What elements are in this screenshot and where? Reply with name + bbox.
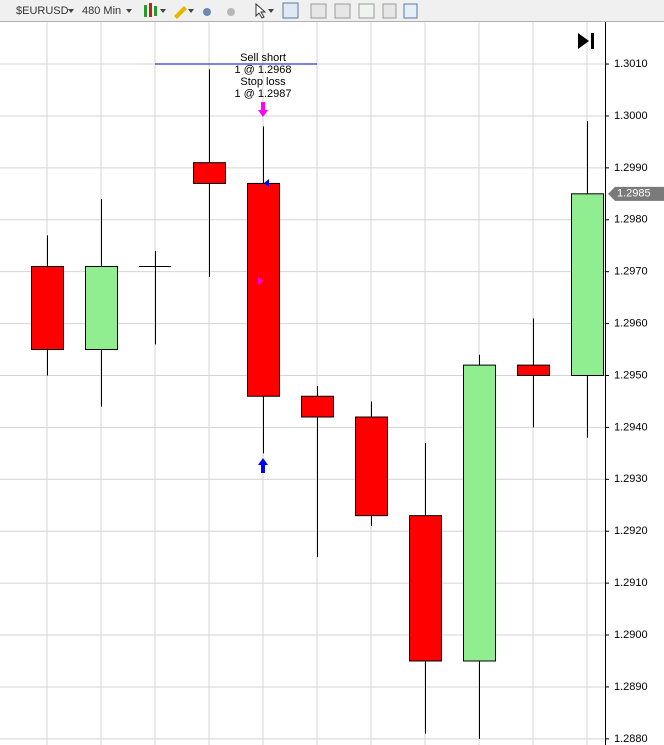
symbol[interactable]: $EURUSD — [16, 5, 69, 17]
y-tick-label: 1.3010 — [614, 58, 648, 70]
grid — [0, 22, 605, 745]
entry-marker — [258, 277, 263, 285]
sell-arrow — [258, 102, 268, 117]
trade-markers — [258, 102, 269, 473]
tool-button[interactable] — [403, 3, 418, 19]
zoom-button[interactable] — [282, 2, 299, 19]
trade-annotation: 1 @ 1.2987 — [234, 88, 291, 100]
y-tick-label: 1.2910 — [614, 577, 648, 589]
y-tick-label: 1.2900 — [614, 629, 648, 641]
y-tick-label: 1.2930 — [614, 473, 648, 485]
trade-annotation: Stop loss — [240, 76, 286, 88]
candle-body — [571, 193, 604, 376]
y-tick-label: 1.2890 — [614, 681, 648, 693]
tool-button[interactable] — [358, 3, 375, 19]
toolbar: $EURUSD 480 Min — [0, 0, 664, 22]
candle-style-button[interactable] — [144, 3, 157, 17]
candle-body — [463, 364, 496, 662]
strategy-button[interactable] — [227, 8, 235, 16]
trade-annotation: Sell short — [240, 52, 286, 64]
candle-body — [85, 265, 118, 351]
y-tick-label: 1.2950 — [614, 369, 648, 381]
y-tick-label: 1.2970 — [614, 266, 648, 278]
y-tick-label: 1.2880 — [614, 733, 648, 745]
interval[interactable]: 480 Min — [82, 5, 121, 17]
trade-annotation: 1 @ 1.2968 — [234, 64, 291, 76]
tool-button[interactable] — [310, 3, 327, 19]
style-dropdown[interactable] — [160, 9, 166, 13]
candle-body — [355, 416, 388, 517]
toolbar-bg — [0, 0, 664, 22]
candle-body — [247, 182, 280, 397]
symbol-dropdown[interactable] — [68, 9, 74, 13]
candle-body — [31, 265, 64, 351]
scroll-end-button[interactable] — [578, 33, 594, 49]
y-tick-label: 1.2960 — [614, 317, 648, 329]
candle-body — [409, 515, 442, 662]
stop-arrow — [258, 458, 268, 473]
interval-dropdown[interactable] — [126, 9, 132, 13]
last-price-tag — [608, 186, 664, 201]
y-tick-label: 1.3000 — [614, 110, 648, 122]
last-price-label: 1.2985 — [617, 188, 651, 200]
indicator-button[interactable] — [203, 8, 211, 16]
y-tick-label: 1.2940 — [614, 421, 648, 433]
y-tick-label: 1.2990 — [614, 162, 648, 174]
candle-body — [517, 364, 550, 376]
draw-dropdown[interactable] — [188, 9, 194, 13]
stop-marker — [264, 179, 269, 187]
tool-button[interactable] — [382, 3, 397, 19]
tool-button[interactable] — [334, 3, 351, 19]
y-tick-label: 1.2920 — [614, 525, 648, 537]
draw-button[interactable] — [174, 6, 187, 19]
candle-body — [301, 395, 334, 418]
candle-body — [193, 162, 226, 184]
pointer-button[interactable] — [255, 2, 267, 19]
y-tick-label: 1.2980 — [614, 214, 648, 226]
pointer-dropdown[interactable] — [268, 9, 274, 13]
